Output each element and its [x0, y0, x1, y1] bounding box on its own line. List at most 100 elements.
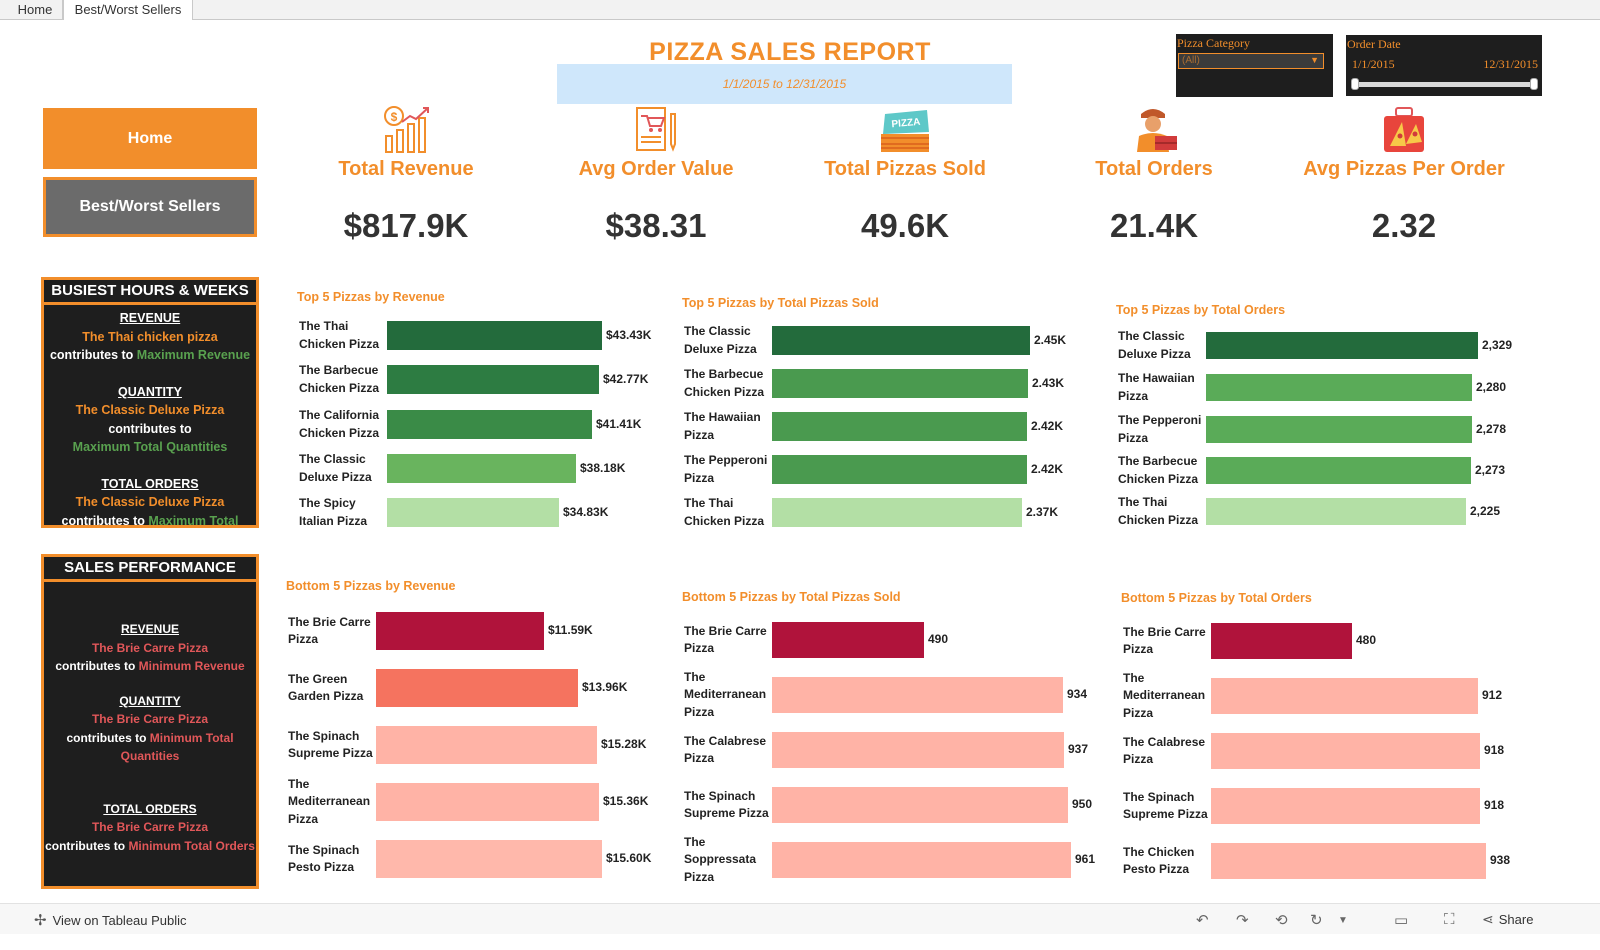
- panel-contrib-text: contributes to: [45, 838, 126, 853]
- bottom-revenue-chart-title: Bottom 5 Pizzas by Revenue: [286, 579, 456, 593]
- top-revenue-bar[interactable]: [387, 365, 599, 394]
- share-button[interactable]: ⋖ Share: [1482, 911, 1533, 928]
- bottom-orders-bar[interactable]: [1211, 788, 1480, 824]
- top-orders-bar[interactable]: [1206, 457, 1471, 484]
- busiest-panel: BUSIEST HOURS & WEEKS REVENUE The Thai c…: [41, 277, 259, 528]
- top-sold-category-label: The Barbecue Chicken Pizza: [684, 366, 764, 401]
- view-on-tableau-link[interactable]: ✢ View on Tableau Public: [34, 911, 187, 929]
- bottom-sold-bar[interactable]: [772, 677, 1063, 713]
- home-button[interactable]: Home: [43, 108, 257, 169]
- top-revenue-category-label: The Classic Deluxe Pizza: [299, 451, 372, 486]
- bottom-orders-bar[interactable]: [1211, 843, 1486, 879]
- panel-contrib-text: contributes to: [108, 421, 192, 436]
- device-layout-icon[interactable]: ▭: [1394, 912, 1409, 929]
- svg-text:$: $: [391, 110, 398, 124]
- top-revenue-category-line: The Spicy: [299, 496, 356, 510]
- svg-text:PIZZA: PIZZA: [891, 117, 921, 130]
- panel-section-head: QUANTITY: [118, 384, 182, 399]
- bottom-orders-category-label: The Calabrese Pizza: [1123, 734, 1205, 769]
- top-revenue-category-label: The California Chicken Pizza: [299, 407, 379, 442]
- chevron-down-icon[interactable]: ▼: [1338, 915, 1348, 926]
- panel-target-text-2: Quantities: [120, 749, 180, 763]
- top-sold-category-line: The Classic: [684, 324, 751, 338]
- order-date-slider-track[interactable]: [1354, 82, 1534, 87]
- bottom-sold-bar[interactable]: [772, 842, 1071, 878]
- tab-best-worst-sellers[interactable]: Best/Worst Sellers: [63, 0, 193, 20]
- bottom-revenue-bar[interactable]: [376, 840, 602, 878]
- refresh-icon[interactable]: ↻: [1310, 912, 1323, 929]
- top-orders-chart-title: Top 5 Pizzas by Total Orders: [1116, 303, 1286, 317]
- bottom-revenue-bar-value: $15.28K: [601, 737, 647, 751]
- top-orders-category-line: Chicken Pizza: [1118, 512, 1199, 527]
- revert-icon[interactable]: ⟲: [1275, 912, 1288, 929]
- panel-target-text: Minimum Revenue: [138, 659, 245, 673]
- top-orders-bar[interactable]: [1206, 416, 1472, 443]
- top-sold-category-line: The Barbecue: [684, 367, 764, 381]
- top-revenue-bar[interactable]: [387, 454, 576, 483]
- bottom-orders-bar[interactable]: [1211, 678, 1478, 714]
- bottom-orders-bar-value: 912: [1482, 688, 1503, 702]
- bottom-revenue-category-line: The Spinach: [288, 728, 360, 743]
- panel-section-head: REVENUE: [119, 311, 181, 325]
- pizza-category-select[interactable]: (All) ▼: [1178, 53, 1324, 69]
- top-orders-bar[interactable]: [1206, 332, 1478, 359]
- bottom-sold-bar[interactable]: [772, 732, 1064, 768]
- top-orders-category-line: The Barbecue: [1118, 454, 1198, 468]
- top-revenue-chart-title: Top 5 Pizzas by Revenue: [297, 290, 445, 304]
- top-orders-category-label: The Thai Chicken Pizza: [1118, 494, 1198, 529]
- order-date-filter: Order Date 1/1/2015 12/31/2015: [1346, 35, 1542, 96]
- pizza-slices-icon: [1279, 104, 1529, 154]
- top-sold-category-line: Pizza: [684, 470, 715, 485]
- top-revenue-bar-value: $41.41K: [596, 416, 642, 431]
- redo-icon[interactable]: ↷: [1236, 912, 1249, 929]
- bottom-sold-bar[interactable]: [772, 787, 1068, 823]
- bottom-revenue-bar[interactable]: [376, 726, 597, 764]
- pizza-category-filter: Pizza Category (All) ▼: [1176, 34, 1333, 97]
- order-date-slider-start-handle[interactable]: [1351, 78, 1359, 90]
- top-revenue-category-line: Chicken Pizza: [299, 336, 380, 351]
- top-orders-category-line: The Hawaiian: [1118, 371, 1195, 385]
- top-orders-bar[interactable]: [1206, 374, 1472, 401]
- top-sold-bar[interactable]: [772, 369, 1028, 398]
- top-orders-bar[interactable]: [1206, 498, 1466, 525]
- bottom-revenue-category-label: The Spinach Pesto Pizza: [288, 842, 359, 877]
- bottom-revenue-bar-value: $15.36K: [603, 794, 649, 808]
- bottom-revenue-category-label: The Spinach Supreme Pizza: [288, 728, 373, 763]
- top-sold-bar[interactable]: [772, 498, 1022, 527]
- kpi-value: $817.9K: [343, 207, 469, 244]
- top-sold-bar[interactable]: [772, 455, 1027, 484]
- panel-target-text: Maximum Total Quantities: [72, 440, 228, 454]
- top-revenue-bar[interactable]: [387, 321, 602, 350]
- bottom-revenue-bar[interactable]: [376, 783, 599, 821]
- top-orders-category-label: The Barbecue Chicken Pizza: [1118, 453, 1198, 488]
- bottom-revenue-bar[interactable]: [376, 669, 578, 707]
- best-worst-sellers-button[interactable]: Best/Worst Sellers: [43, 177, 257, 237]
- bottom-orders-category-line: Pizza: [1123, 752, 1154, 766]
- bottom-sold-bar[interactable]: [772, 622, 924, 658]
- share-icon: ⋖: [1482, 911, 1494, 927]
- top-sold-bar[interactable]: [772, 326, 1030, 355]
- bottom-revenue-bar[interactable]: [376, 612, 544, 650]
- top-revenue-bar[interactable]: [387, 410, 592, 439]
- undo-icon[interactable]: ↶: [1196, 912, 1209, 929]
- bottom-revenue-category-line: Supreme Pizza: [288, 746, 373, 760]
- bottom-orders-category-line: Pesto Pizza: [1123, 862, 1190, 876]
- top-sold-bar[interactable]: [772, 412, 1027, 441]
- panel-target-text: Maximum Total: [148, 513, 239, 528]
- panel-contrib-text: contributes to: [61, 513, 145, 528]
- order-date-slider-end-handle[interactable]: [1530, 78, 1538, 90]
- top-revenue-category-line: The Barbecue: [299, 363, 379, 377]
- tab-home[interactable]: Home: [8, 0, 63, 19]
- fullscreen-icon[interactable]: ⛶: [1444, 911, 1455, 928]
- bottom-sold-category-line: Pizza: [684, 751, 715, 765]
- top-orders-bar-value: 2,225: [1470, 503, 1501, 518]
- kpi-total-pizzas-sold: PIZZA Total Pizzas Sold 49.6K: [780, 104, 1030, 245]
- top-revenue-bar[interactable]: [387, 498, 559, 527]
- top-sold-bar-value: 2.43K: [1032, 375, 1065, 390]
- bottom-revenue-category-line: The Brie Carre: [288, 614, 371, 629]
- pizza-category-label: Pizza Category: [1177, 36, 1250, 50]
- bottom-orders-bar[interactable]: [1211, 733, 1480, 769]
- chevron-down-icon: ▼: [1310, 55, 1319, 65]
- bottom-orders-bar[interactable]: [1211, 623, 1352, 659]
- kpi-avg-order-value: Avg Order Value $38.31: [531, 104, 781, 245]
